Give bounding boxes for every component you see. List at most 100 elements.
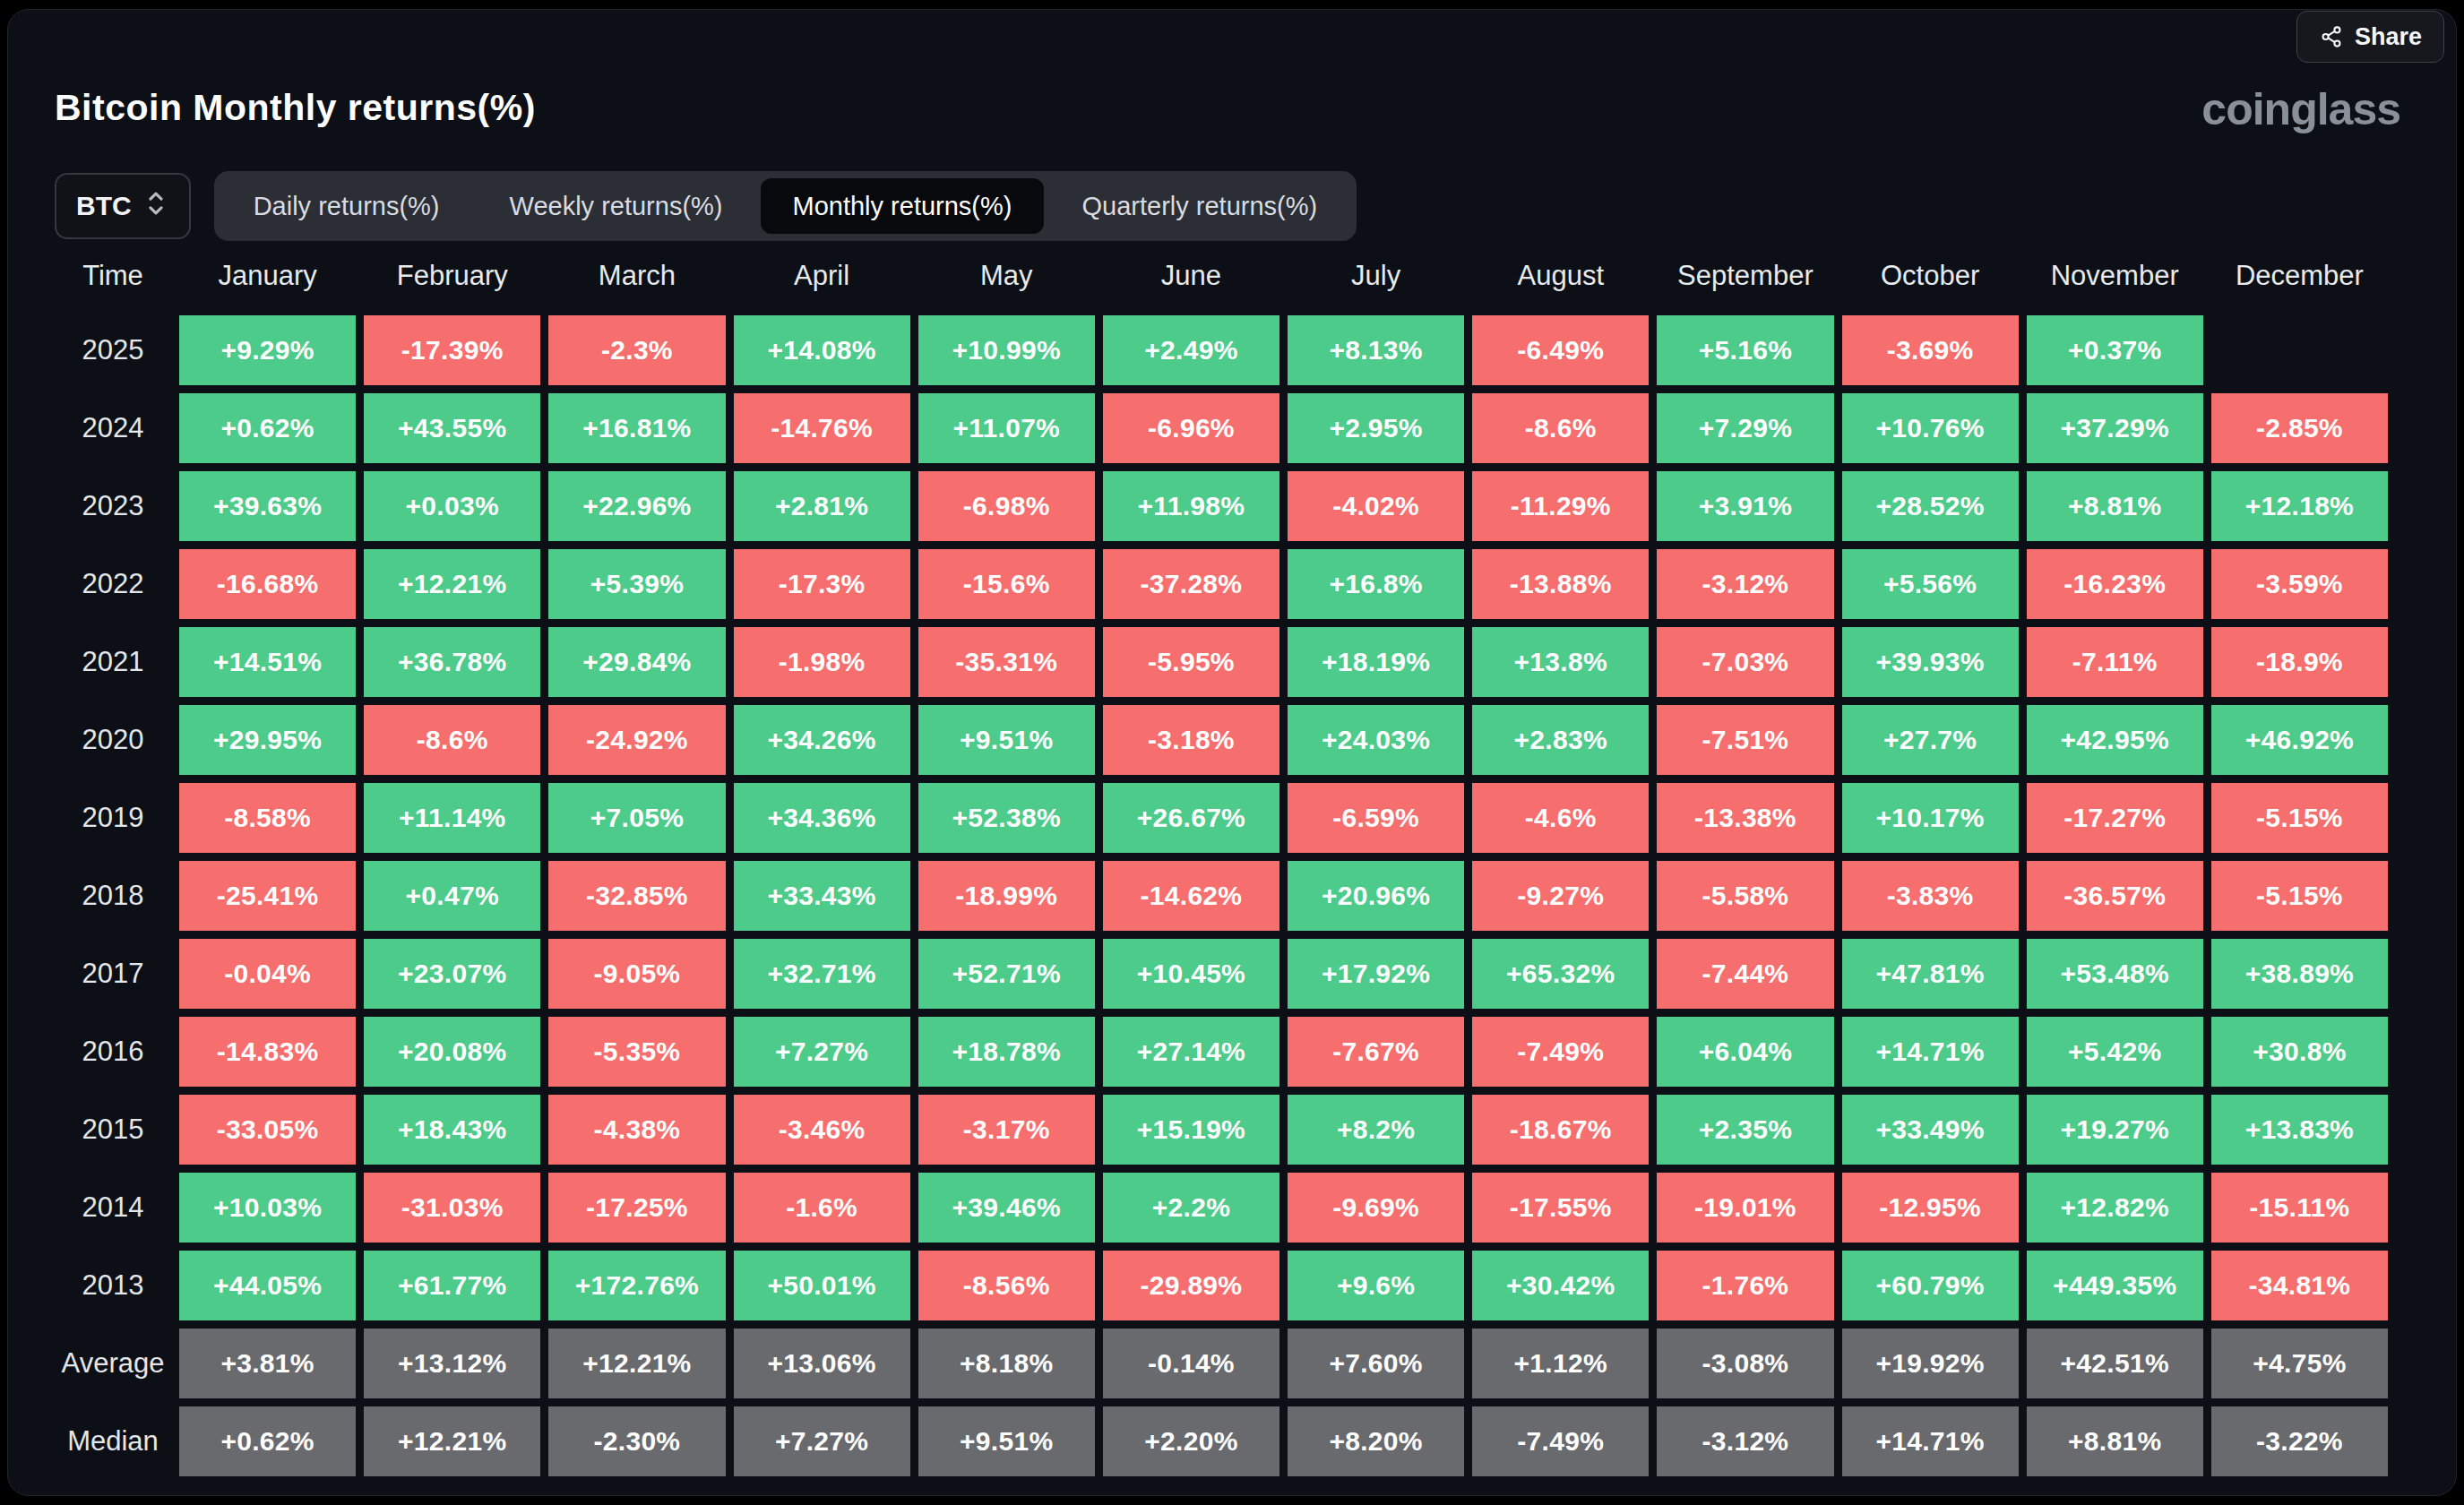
tab-quarterly-returns[interactable]: Quarterly returns(%) <box>1049 178 1349 234</box>
return-cell: +12.21% <box>364 549 540 619</box>
row-label-2017: 2017 <box>55 939 171 1009</box>
return-cell: -13.38% <box>1657 783 1833 853</box>
coinglass-logo: coinglass <box>2201 83 2400 135</box>
return-cell: +32.71% <box>734 939 910 1009</box>
return-cell: -29.89% <box>1103 1251 1279 1320</box>
return-cell: +4.75% <box>2211 1329 2388 1398</box>
return-cell: -3.08% <box>1657 1329 1833 1398</box>
tab-weekly-returns[interactable]: Weekly returns(%) <box>478 178 755 234</box>
return-cell: -3.83% <box>1842 861 2019 931</box>
month-header-september: September <box>1657 245 1833 307</box>
return-cell: -17.25% <box>548 1173 725 1243</box>
returns-table: TimeJanuaryFebruaryMarchAprilMayJuneJuly… <box>55 245 2388 1476</box>
return-cell: -6.96% <box>1103 393 1279 463</box>
return-cell: +13.06% <box>734 1329 910 1398</box>
return-cell: +5.16% <box>1657 315 1833 385</box>
return-cell: -3.59% <box>2211 549 2388 619</box>
return-cell: +0.62% <box>179 1406 356 1476</box>
return-cell: -4.6% <box>1472 783 1649 853</box>
return-cell: -5.35% <box>548 1017 725 1087</box>
return-cell: -8.6% <box>364 705 540 775</box>
return-cell: +11.98% <box>1103 471 1279 541</box>
return-cell: -18.99% <box>918 861 1095 931</box>
return-cell: +12.18% <box>2211 471 2388 541</box>
return-cell: +7.60% <box>1288 1329 1464 1398</box>
return-cell: -8.56% <box>918 1251 1095 1320</box>
tab-monthly-returns[interactable]: Monthly returns(%) <box>761 178 1045 234</box>
month-header-january: January <box>179 245 356 307</box>
return-cell: +10.76% <box>1842 393 2019 463</box>
return-cell: +18.19% <box>1288 627 1464 697</box>
return-cell: -14.76% <box>734 393 910 463</box>
month-header-february: February <box>364 245 540 307</box>
return-cell: +52.38% <box>918 783 1095 853</box>
return-cell: -0.04% <box>179 939 356 1009</box>
return-cell: -7.49% <box>1472 1017 1649 1087</box>
return-cell: +9.51% <box>918 1406 1095 1476</box>
tab-daily-returns[interactable]: Daily returns(%) <box>221 178 472 234</box>
row-label-2014: 2014 <box>55 1173 171 1243</box>
return-cell: -17.39% <box>364 315 540 385</box>
return-cell: -11.29% <box>1472 471 1649 541</box>
return-cell: +2.83% <box>1472 705 1649 775</box>
return-cell: +39.46% <box>918 1173 1095 1243</box>
row-label-2013: 2013 <box>55 1251 171 1320</box>
return-cell: +2.95% <box>1288 393 1464 463</box>
return-cell: -15.6% <box>918 549 1095 619</box>
return-cell: +47.81% <box>1842 939 2019 1009</box>
return-cell: +14.08% <box>734 315 910 385</box>
return-cell: +19.92% <box>1842 1329 2019 1398</box>
return-cell: +29.95% <box>179 705 356 775</box>
row-label-2016: 2016 <box>55 1017 171 1087</box>
return-cell: +2.35% <box>1657 1095 1833 1165</box>
return-cell: +43.55% <box>364 393 540 463</box>
return-cell: -17.27% <box>2027 783 2203 853</box>
return-cell: +8.18% <box>918 1329 1095 1398</box>
month-header-august: August <box>1472 245 1649 307</box>
row-label-2019: 2019 <box>55 783 171 853</box>
return-cell: +39.93% <box>1842 627 2019 697</box>
row-label-2020: 2020 <box>55 705 171 775</box>
return-cell: +22.96% <box>548 471 725 541</box>
return-cell: +2.81% <box>734 471 910 541</box>
coin-selector[interactable]: BTC <box>55 173 191 239</box>
return-cell: +2.49% <box>1103 315 1279 385</box>
share-button[interactable]: Share <box>2296 11 2444 63</box>
return-cell: -9.05% <box>548 939 725 1009</box>
return-cell: +15.19% <box>1103 1095 1279 1165</box>
return-cell: +34.36% <box>734 783 910 853</box>
return-cell: +10.17% <box>1842 783 2019 853</box>
return-cell: +30.8% <box>2211 1017 2388 1087</box>
return-cell: -1.98% <box>734 627 910 697</box>
return-cell: +9.29% <box>179 315 356 385</box>
return-cell: -3.17% <box>918 1095 1095 1165</box>
return-cell: -4.38% <box>548 1095 725 1165</box>
return-cell: +17.92% <box>1288 939 1464 1009</box>
return-cell: +0.37% <box>2027 315 2203 385</box>
month-header-march: March <box>548 245 725 307</box>
return-cell: +0.62% <box>179 393 356 463</box>
return-cell: -31.03% <box>364 1173 540 1243</box>
return-cell: -7.11% <box>2027 627 2203 697</box>
return-cell: +27.7% <box>1842 705 2019 775</box>
chevron-up-down-icon <box>142 188 169 225</box>
return-cell: -7.49% <box>1472 1406 1649 1476</box>
return-cell: +29.84% <box>548 627 725 697</box>
return-cell: +9.6% <box>1288 1251 1464 1320</box>
return-cell: +20.96% <box>1288 861 1464 931</box>
row-label-median: Median <box>55 1406 171 1476</box>
return-cell: +13.12% <box>364 1329 540 1398</box>
return-cell: -7.03% <box>1657 627 1833 697</box>
row-label-average: Average <box>55 1329 171 1398</box>
return-cell: +0.47% <box>364 861 540 931</box>
return-cell: +60.79% <box>1842 1251 2019 1320</box>
return-cell: -3.69% <box>1842 315 2019 385</box>
return-cell: +449.35% <box>2027 1251 2203 1320</box>
row-label-2022: 2022 <box>55 549 171 619</box>
main-panel: Bitcoin Monthly returns(%) coinglass BTC… <box>7 9 2457 1496</box>
return-cell: +8.2% <box>1288 1095 1464 1165</box>
return-cell: -18.67% <box>1472 1095 1649 1165</box>
return-cell: -13.88% <box>1472 549 1649 619</box>
return-cell: +14.71% <box>1842 1406 2019 1476</box>
return-cell: +6.04% <box>1657 1017 1833 1087</box>
